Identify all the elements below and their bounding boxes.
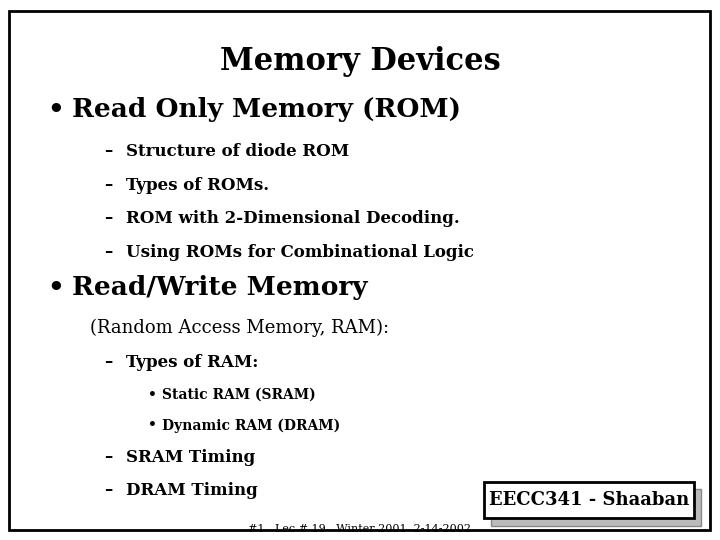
Text: Read/Write Memory: Read/Write Memory (72, 275, 367, 300)
Text: –: – (104, 482, 112, 498)
Text: Types of ROMs.: Types of ROMs. (126, 177, 269, 193)
Text: Using ROMs for Combinational Logic: Using ROMs for Combinational Logic (126, 244, 474, 260)
FancyBboxPatch shape (9, 11, 710, 530)
FancyBboxPatch shape (491, 489, 701, 526)
Text: Structure of diode ROM: Structure of diode ROM (126, 143, 349, 160)
Text: #1   Lec # 19   Winter 2001  2-14-2002: #1 Lec # 19 Winter 2001 2-14-2002 (248, 523, 472, 534)
Text: –: – (104, 210, 112, 227)
Text: •: • (47, 97, 63, 122)
Text: Memory Devices: Memory Devices (220, 46, 500, 77)
Text: –: – (104, 354, 112, 370)
Text: (Random Access Memory, RAM):: (Random Access Memory, RAM): (90, 319, 389, 337)
Text: Static RAM (SRAM): Static RAM (SRAM) (162, 388, 316, 402)
Text: Dynamic RAM (DRAM): Dynamic RAM (DRAM) (162, 418, 341, 433)
Text: –: – (104, 244, 112, 260)
Text: •: • (148, 388, 156, 402)
Text: SRAM Timing: SRAM Timing (126, 449, 256, 466)
Text: –: – (104, 143, 112, 160)
Text: –: – (104, 449, 112, 466)
FancyBboxPatch shape (484, 482, 694, 518)
Text: EECC341 - Shaaban: EECC341 - Shaaban (489, 491, 689, 509)
Text: Types of RAM:: Types of RAM: (126, 354, 258, 370)
Text: Read Only Memory (ROM): Read Only Memory (ROM) (72, 97, 461, 122)
Text: –: – (104, 177, 112, 193)
Text: ROM with 2-Dimensional Decoding.: ROM with 2-Dimensional Decoding. (126, 210, 460, 227)
Text: •: • (148, 418, 156, 433)
Text: DRAM Timing: DRAM Timing (126, 482, 258, 498)
Text: •: • (47, 275, 63, 300)
